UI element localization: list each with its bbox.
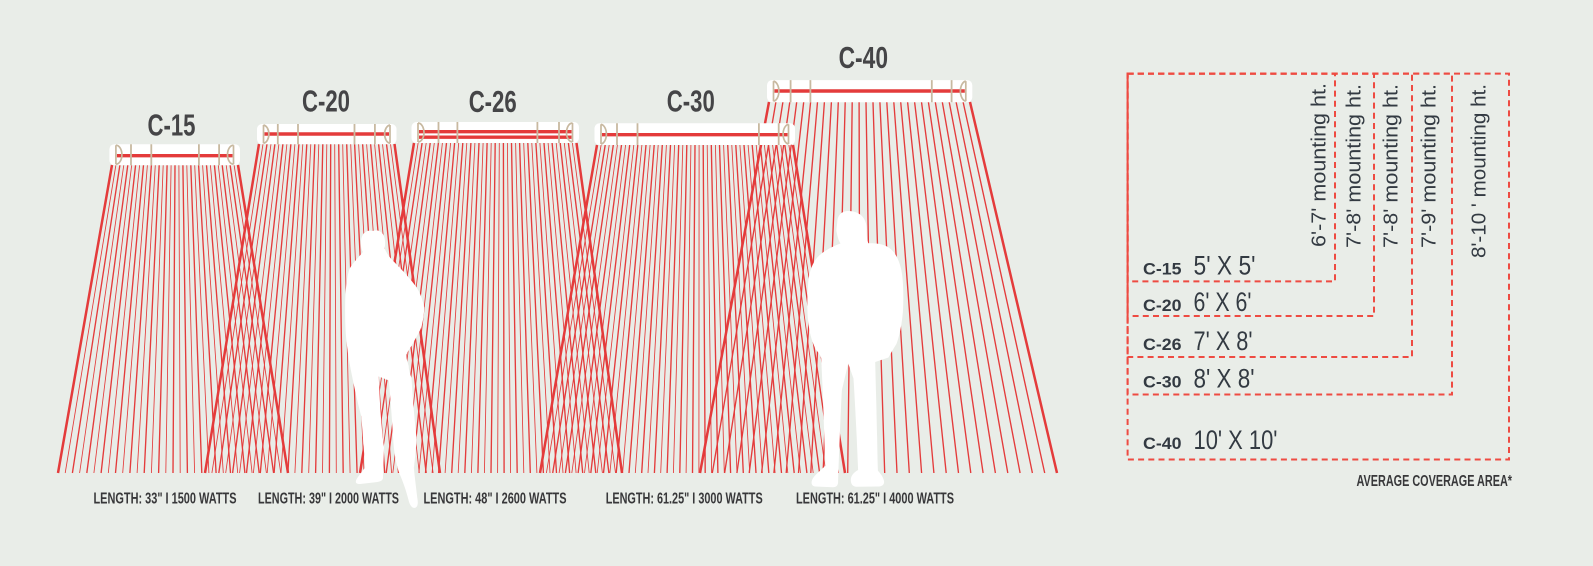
svg-text:LENGTH: 39" I 2000 WATTS: LENGTH: 39" I 2000 WATTS [258, 491, 399, 508]
svg-text:LENGTH: 61.25" I 4000 WATTS: LENGTH: 61.25" I 4000 WATTS [796, 491, 954, 508]
svg-text:6'-7' mounting ht.: 6'-7' mounting ht. [1309, 83, 1331, 247]
svg-text:C-26: C-26 [469, 84, 517, 119]
svg-text:LENGTH: 48" I 2600 WATTS: LENGTH: 48" I 2600 WATTS [424, 491, 567, 508]
svg-text:5' X 5': 5' X 5' [1194, 250, 1256, 280]
svg-text:C-26: C-26 [1143, 336, 1182, 354]
svg-text:LENGTH: 61.25" I 3000 WATTS: LENGTH: 61.25" I 3000 WATTS [606, 491, 763, 508]
svg-text:7' X 8': 7' X 8' [1194, 326, 1253, 356]
svg-text:C-40: C-40 [1143, 435, 1182, 453]
svg-text:C-30: C-30 [1143, 374, 1182, 392]
svg-text:C-30: C-30 [667, 83, 715, 118]
svg-text:6' X 6': 6' X 6' [1194, 287, 1252, 317]
svg-text:C-15: C-15 [148, 108, 196, 143]
svg-text:7'-8' mounting ht.: 7'-8' mounting ht. [1344, 84, 1366, 248]
svg-text:C-20: C-20 [1143, 297, 1182, 315]
svg-text:10' X 10': 10' X 10' [1194, 425, 1278, 455]
svg-text:8' X 8': 8' X 8' [1194, 364, 1255, 394]
svg-text:7'-9' mounting ht.: 7'-9' mounting ht. [1419, 84, 1441, 248]
svg-text:LENGTH: 33" I 1500 WATTS: LENGTH: 33" I 1500 WATTS [94, 491, 237, 508]
svg-text:C-15: C-15 [1143, 260, 1182, 278]
svg-text:C-20: C-20 [302, 84, 350, 119]
svg-text:7'-8' mounting ht.: 7'-8' mounting ht. [1381, 84, 1403, 248]
svg-text:AVERAGE COVERAGE AREA*: AVERAGE COVERAGE AREA* [1357, 473, 1513, 490]
svg-text:8'-10 ' mounting ht.: 8'-10 ' mounting ht. [1469, 84, 1491, 258]
svg-text:C-40: C-40 [839, 40, 888, 75]
